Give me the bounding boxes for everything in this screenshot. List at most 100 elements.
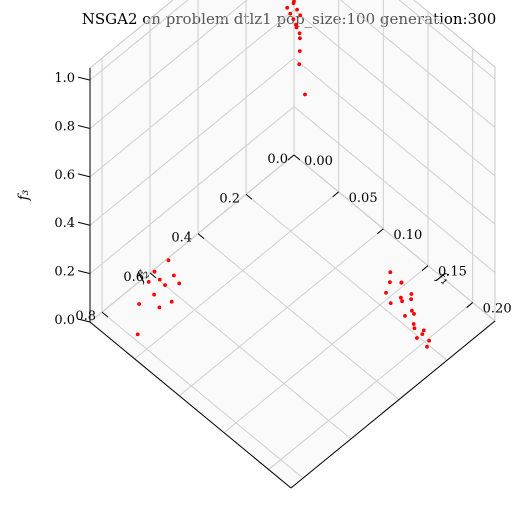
z-tick-mark [77, 124, 91, 129]
data-points [135, 0, 431, 349]
data-point [137, 302, 142, 306]
data-point [411, 322, 416, 326]
y-tick-label: 0.8 [75, 309, 96, 324]
data-point [146, 280, 151, 284]
y-tick-mark [197, 233, 205, 239]
grid-line-z-left [89, 106, 295, 275]
data-point [410, 308, 414, 313]
z-axis-label: f₃ [16, 189, 32, 201]
y-axis-line [89, 321, 292, 489]
z-tick-mark [77, 76, 91, 81]
data-point [421, 328, 426, 333]
data-point [427, 338, 431, 343]
x-tick-label: 0.20 [483, 302, 512, 317]
data-point [169, 299, 174, 304]
data-point [297, 31, 302, 36]
data-point [403, 314, 407, 318]
grid-line-z-left [89, 0, 248, 129]
data-point [400, 299, 404, 304]
axis-panes [89, 0, 496, 489]
grid-line-y-floor [149, 272, 352, 440]
data-point [295, 7, 299, 12]
z-tick-label: 0.4 [54, 216, 75, 231]
z-tick-mark [77, 173, 91, 178]
y-tick-mark [245, 193, 253, 200]
data-point [415, 336, 419, 340]
data-point [135, 332, 140, 337]
x-tick-label: 0.10 [393, 228, 422, 243]
data-point [291, 17, 296, 22]
x-tick-mark [287, 154, 295, 161]
x-tick-label: 0.00 [304, 154, 333, 169]
data-point [384, 290, 388, 295]
z-tick-label: 0.8 [54, 119, 75, 134]
data-point [409, 292, 414, 296]
z-tick-label: 0.0 [54, 313, 75, 328]
y-tick-label: 0.2 [219, 191, 240, 206]
data-point [303, 92, 307, 97]
grid-line-z-right [293, 57, 496, 225]
data-point [285, 5, 290, 10]
grid-line-x-floor [268, 302, 473, 470]
y-tick-label: 0.6 [123, 270, 144, 285]
x-tick-label: 0.15 [438, 265, 467, 280]
y-tick-label: 0.0 [267, 152, 288, 167]
x-tick-mark [332, 191, 339, 198]
x-tick-mark [377, 228, 384, 235]
grid-lines [89, 0, 496, 479]
data-point [166, 258, 171, 263]
axes: 0.00.20.40.60.80.000.050.100.150.200.00.… [54, 68, 512, 489]
grid-line-x-floor [134, 191, 339, 360]
y-tick-mark [149, 272, 157, 279]
x-axis-line [290, 320, 496, 489]
y-tick-mark [293, 154, 301, 161]
z-tick-label: 0.6 [54, 168, 75, 183]
x-tick-mark [466, 302, 473, 308]
data-point [163, 283, 168, 287]
y-tick-mark [101, 311, 109, 318]
data-point [152, 292, 157, 297]
data-point [177, 281, 182, 286]
data-point [420, 332, 425, 336]
x-tick-label: 0.05 [349, 191, 378, 206]
grid-line-z-right [339, 0, 496, 128]
grid-line-x-floor [179, 228, 384, 397]
data-point [157, 277, 162, 282]
data-point [157, 305, 162, 310]
data-point [294, 25, 299, 30]
z-tick-label: 1.0 [54, 71, 75, 86]
data-point [298, 13, 303, 18]
data-point [297, 49, 302, 53]
data-point [388, 270, 393, 275]
data-point [298, 36, 302, 41]
grid-line-y-floor [101, 311, 304, 479]
data-point [425, 344, 429, 349]
grid-line-z-right [293, 106, 496, 274]
data-point [399, 295, 403, 300]
data-point [409, 297, 413, 302]
data-point [412, 326, 417, 331]
grid-line-y-floor [197, 233, 400, 400]
chart-title: NSGA2 on problem dtlz1 pop_size:100 gene… [82, 10, 497, 28]
z-tick-mark [77, 270, 91, 275]
data-point [288, 11, 293, 16]
grid-line-z-right [398, 0, 496, 80]
grid-line-z-left [89, 9, 295, 178]
data-point [294, 22, 298, 27]
grid-line-z-left [89, 154, 295, 323]
data-point [291, 1, 296, 6]
z-tick-mark [77, 318, 91, 323]
data-point [412, 312, 416, 316]
data-point [152, 269, 157, 274]
z-tick-label: 0.2 [54, 265, 75, 280]
grid-line-z-right [293, 154, 496, 322]
data-point [297, 62, 302, 67]
data-point [399, 280, 404, 285]
data-point [388, 280, 392, 285]
data-point [388, 301, 393, 305]
x-tick-mark [421, 265, 429, 272]
data-point [172, 273, 176, 278]
grid-line-y-floor [245, 193, 448, 361]
y-tick-label: 0.4 [171, 231, 192, 246]
